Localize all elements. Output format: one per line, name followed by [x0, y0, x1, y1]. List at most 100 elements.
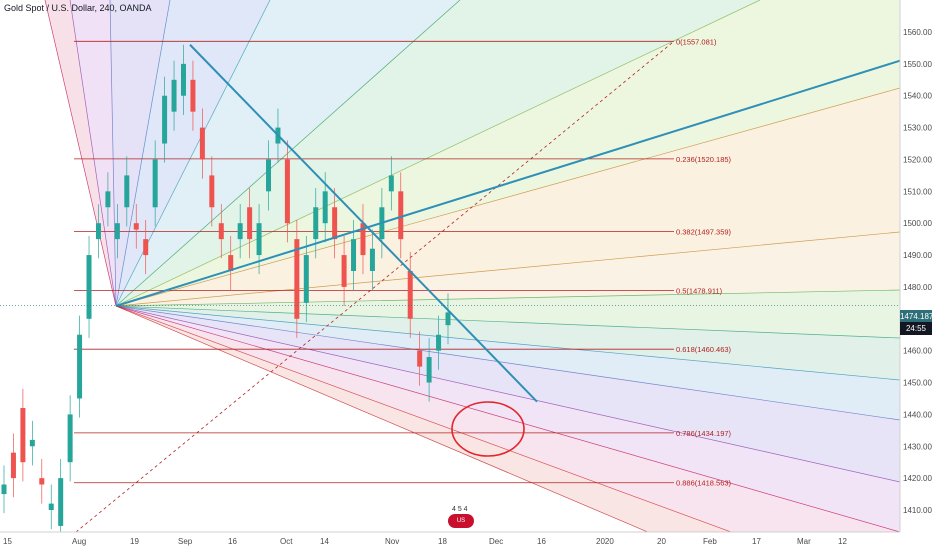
- fib-level-label: 0.886(1418.563): [676, 479, 732, 488]
- price-tick-label: 1430.000: [903, 442, 932, 451]
- time-tick-label: Aug: [72, 537, 86, 546]
- candle-body: [218, 223, 224, 240]
- fan-line: [109, 0, 117, 307]
- candle-body: [20, 408, 26, 463]
- fib-level-label: 0.618(1460.463): [676, 345, 732, 354]
- candle-body: [10, 452, 16, 479]
- time-axis[interactable]: 15 Aug 19 Sep 16 Oct 14 Nov 18 Dec 16 2020 20 Feb 17 Ma…: [0, 531, 932, 550]
- candle-body: [86, 255, 92, 319]
- price-axis[interactable]: 1560.000 1550.000 1540.000 1530.000 1520.000…: [899, 0, 932, 550]
- fan-line: [115, 305, 781, 550]
- candle-body: [95, 223, 101, 240]
- candle-body: [313, 207, 319, 240]
- candle-body: [398, 191, 404, 240]
- price-tick-label: 1530.000: [903, 124, 932, 133]
- candle-body: [322, 191, 328, 224]
- candle-body: [294, 239, 300, 319]
- candle-body: [407, 271, 413, 319]
- candle-body: [77, 334, 83, 399]
- time-axis-bg: [0, 532, 932, 550]
- us-flag-event-icon[interactable]: US: [448, 514, 474, 528]
- candle-body: [114, 223, 120, 240]
- last-price-label: 1474.187: [900, 310, 932, 323]
- fan-line: [115, 305, 691, 550]
- fan-zone: [110, 0, 170, 306]
- fan-line: [115, 289, 901, 307]
- price-axis-bg: [900, 0, 932, 550]
- candle-body: [266, 159, 272, 192]
- fan-line: [69, 0, 117, 307]
- fan-line: [44, 0, 117, 307]
- price-tick-label: 1540.000: [903, 92, 932, 101]
- candle-body: [436, 334, 442, 351]
- time-tick-label: 19: [130, 537, 139, 546]
- candle-body: [67, 414, 73, 463]
- fan-line: [115, 0, 461, 307]
- fan-line: [115, 0, 761, 307]
- price-tick-label: 1440.000: [903, 410, 932, 419]
- candle-body: [152, 159, 158, 208]
- candles: [1, 44, 451, 546]
- candle-body: [341, 255, 347, 287]
- highlight-circle[interactable]: [451, 401, 525, 457]
- candle-body: [48, 503, 54, 510]
- candle-body: [124, 175, 130, 208]
- bar-countdown: 24:55: [900, 322, 932, 335]
- time-tick-label: 18: [438, 537, 447, 546]
- time-tick-label: 16: [537, 537, 546, 546]
- price-tick-label: 1480.000: [903, 283, 932, 292]
- price-tick-label: 1450.000: [903, 379, 932, 388]
- fib-level-label: 0.236(1520.185): [676, 155, 732, 164]
- fan-line: [115, 0, 171, 307]
- price-tick-label: 1500.000: [903, 219, 932, 228]
- candle-body: [105, 191, 111, 208]
- fan-line: [115, 305, 901, 339]
- fan-zone: [116, 0, 900, 306]
- candle-body: [133, 223, 139, 230]
- candle-body: [417, 350, 423, 367]
- gann-fan-lines: [44, 0, 901, 550]
- fib-level-label: 0.786(1434.197): [676, 429, 732, 438]
- candle-body: [29, 439, 35, 447]
- symbol-title: Gold Spot / U.S. Dollar, 240, OANDA: [4, 3, 152, 13]
- candle-body: [369, 248, 375, 271]
- fib-level-label: 0.5(1478.911): [676, 286, 723, 295]
- candle-body: [180, 63, 186, 96]
- fib-retracement[interactable]: 0(1557.081) 0.236(1520.185) 0.382(1497.359…: [74, 37, 732, 533]
- rising-trend-line: [115, 59, 901, 307]
- candle-body: [256, 223, 262, 256]
- fib-trend-dashed: [75, 40, 675, 533]
- time-tick-label: Oct: [280, 537, 293, 546]
- time-tick-label: Sep: [178, 537, 193, 546]
- candle-body: [445, 312, 451, 326]
- price-tick-label: 1520.000: [903, 155, 932, 164]
- candle-body: [190, 79, 196, 112]
- price-tick-label: 1420.000: [903, 474, 932, 483]
- time-tick-label: Mar: [797, 537, 811, 546]
- fib-level-label: 0(1557.081): [676, 37, 717, 46]
- price-tick-label: 1560.000: [903, 28, 932, 37]
- candle-body: [171, 79, 177, 112]
- candle-body: [332, 207, 338, 240]
- price-tick-label: 1550.000: [903, 60, 932, 69]
- fan-zone: [116, 306, 900, 550]
- price-tick-label: 1490.000: [903, 251, 932, 260]
- fan-line: [115, 305, 901, 421]
- fan-line: [115, 305, 901, 533]
- time-tick-label: 16: [228, 537, 237, 546]
- fan-line: [115, 87, 901, 307]
- time-tick-label: Nov: [385, 537, 399, 546]
- price-tick-label: 1410.000: [903, 506, 932, 515]
- candle-body: [199, 127, 205, 160]
- candle-body: [209, 175, 215, 208]
- candle-body: [162, 95, 168, 144]
- time-tick-label: Dec: [489, 537, 503, 546]
- time-tick-label: 2020: [596, 537, 614, 546]
- event-badge-label: 4 5 4: [452, 506, 468, 513]
- trend-lines[interactable]: [0, 44, 901, 403]
- time-tick-label: 20: [657, 537, 666, 546]
- time-tick-label: 12: [838, 537, 847, 546]
- candle-body: [237, 223, 243, 240]
